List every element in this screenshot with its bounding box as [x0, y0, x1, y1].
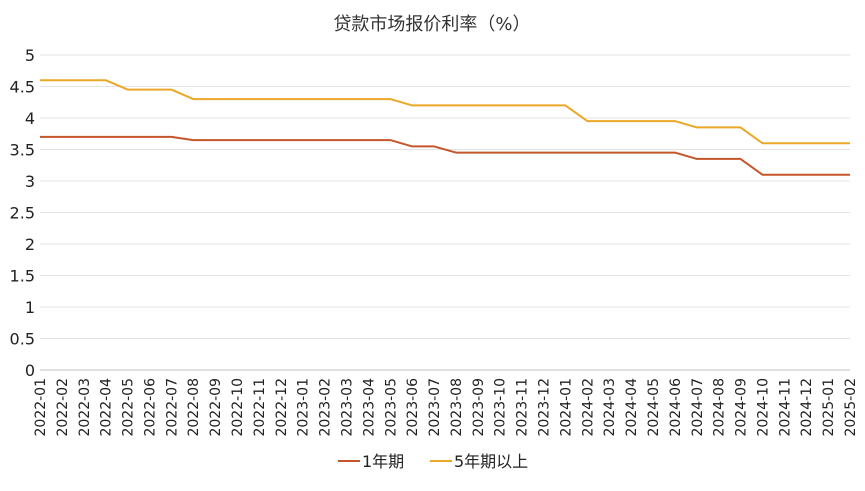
- x-tick-label: 2024-09: [734, 378, 750, 437]
- x-tick-label: 2023-04: [361, 378, 377, 437]
- gridlines: [40, 54, 850, 371]
- x-tick-label: 2024-10: [755, 378, 771, 437]
- series-line-5yr: [40, 79, 850, 145]
- x-tick-label: 2024-06: [668, 378, 684, 437]
- x-tick-label: 2022-11: [252, 378, 268, 437]
- x-tick-label: 2024-05: [646, 378, 662, 437]
- y-tick-label: 1: [25, 298, 35, 317]
- series-lines: [40, 79, 850, 176]
- x-tick-label: 2022-12: [274, 378, 290, 437]
- x-tick-label: 2025-02: [843, 378, 859, 437]
- x-tick-label: 2022-04: [99, 378, 115, 437]
- y-tick-label: 3: [25, 172, 35, 191]
- x-tick-label: 2022-09: [208, 378, 224, 437]
- legend-label-5yr: 5年期以上: [454, 452, 528, 471]
- chart-title: 贷款市场报价利率（%）: [333, 14, 530, 35]
- x-tick-label: 2024-11: [777, 378, 793, 437]
- x-tick-label: 2022-03: [77, 378, 93, 437]
- x-tick-label: 2022-02: [55, 378, 71, 437]
- y-tick-label: 4: [25, 109, 35, 128]
- y-tick-label: 4.5: [10, 78, 35, 97]
- x-tick-label: 2023-03: [339, 378, 355, 437]
- x-tick-label: 2023-12: [537, 378, 553, 437]
- y-tick-label: 0: [25, 361, 35, 380]
- x-tick-label: 2024-08: [712, 378, 728, 437]
- x-tick-label: 2024-04: [624, 378, 640, 437]
- x-tick-label: 2022-07: [164, 378, 180, 437]
- x-tick-label: 2022-06: [142, 378, 158, 437]
- x-tick-label: 2024-03: [602, 378, 618, 437]
- x-tick-label: 2023-01: [296, 378, 312, 437]
- x-tick-label: 2025-01: [821, 378, 837, 437]
- y-tick-label: 1.5: [10, 267, 35, 286]
- x-tick-label: 2023-07: [427, 378, 443, 437]
- y-tick-label: 2.5: [10, 204, 35, 223]
- x-tick-label: 2023-06: [405, 378, 421, 437]
- legend: 1年期 5年期以上: [338, 452, 528, 471]
- x-tick-label: 2022-10: [230, 378, 246, 437]
- x-tick-label: 2022-01: [33, 378, 49, 437]
- x-tick-label: 2023-11: [515, 378, 531, 437]
- y-tick-label: 2: [25, 235, 35, 254]
- x-tick-label: 2024-02: [580, 378, 596, 437]
- y-tick-label: 3.5: [10, 141, 35, 160]
- x-tick-label: 2022-05: [121, 378, 137, 437]
- x-tick-label: 2023-02: [318, 378, 334, 437]
- y-tick-label: 5: [25, 46, 35, 65]
- legend-label-1yr: 1年期: [362, 452, 404, 471]
- y-tick-label: 0.5: [10, 330, 35, 349]
- x-tick-label: 2023-08: [449, 378, 465, 437]
- x-tick-label: 2023-09: [471, 378, 487, 437]
- series-line-1yr: [40, 135, 850, 176]
- x-tick-label: 2023-10: [493, 378, 509, 437]
- y-axis-ticks: 0 0.5 1 1.5 2 2.5 3 3.5 4 4.5 5: [10, 46, 35, 380]
- x-tick-label: 2024-07: [690, 378, 706, 437]
- x-tick-label: 2024-01: [558, 378, 574, 437]
- x-tick-label: 2023-05: [383, 378, 399, 437]
- x-axis-ticks: 2022-01 2022-02 2022-03 2022-04 2022-05 2022-…: [33, 378, 859, 437]
- x-tick-label: 2022-08: [186, 378, 202, 437]
- x-tick-label: 2024-12: [799, 378, 815, 437]
